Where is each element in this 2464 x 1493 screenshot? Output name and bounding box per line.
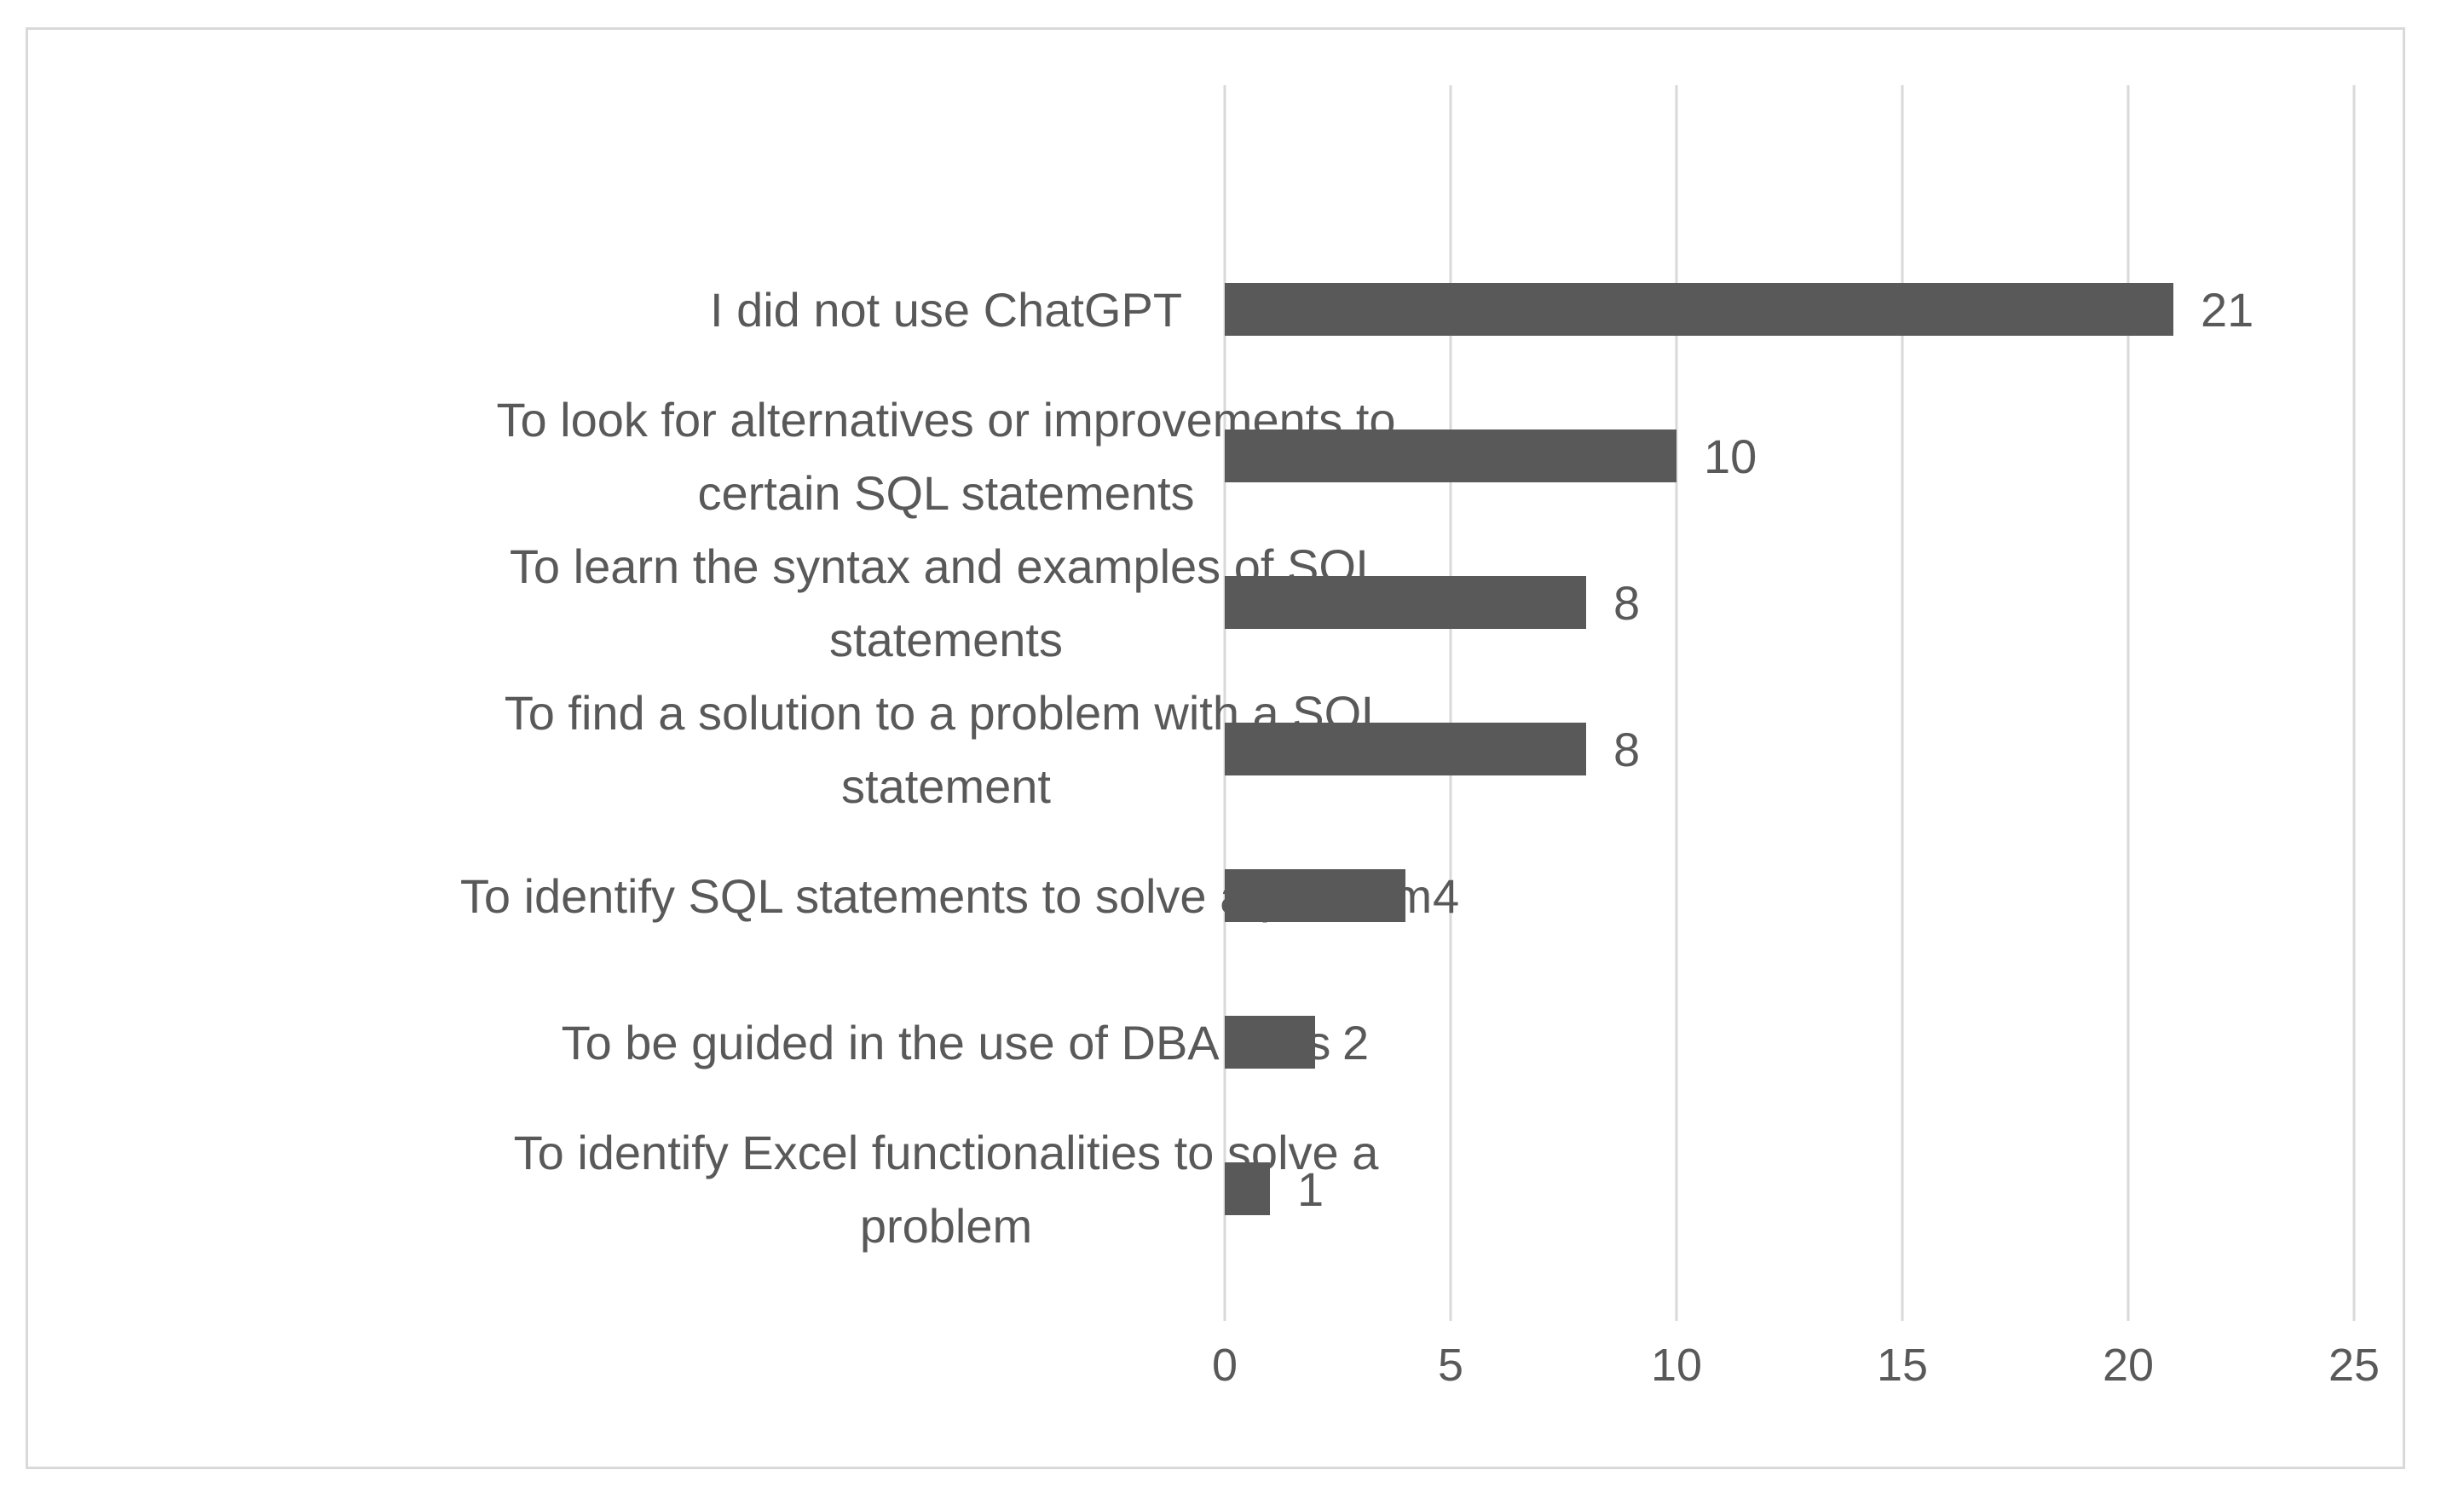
x-tick-label-15: 15 xyxy=(1877,1340,1928,1391)
bar-2 xyxy=(1225,429,1676,482)
bar-7 xyxy=(1225,1162,1270,1215)
bar-4 xyxy=(1225,723,1586,775)
x-tick-label-5: 5 xyxy=(1438,1340,1463,1391)
data-label-3: 8 xyxy=(1613,576,1640,630)
bar-1 xyxy=(1225,283,2173,336)
category-label-4: To find a solution to a problem with a S… xyxy=(505,686,1388,813)
data-label-2: 10 xyxy=(1704,429,1757,483)
data-label-5: 4 xyxy=(1433,869,1459,923)
chart-frame xyxy=(26,27,2405,1469)
bars xyxy=(1225,283,2173,1215)
x-tick-label-25: 25 xyxy=(2328,1340,2380,1391)
bar-6 xyxy=(1225,1016,1315,1069)
x-tick-label-10: 10 xyxy=(1651,1340,1702,1391)
data-label-6: 2 xyxy=(1342,1016,1369,1069)
bar-5 xyxy=(1225,869,1405,922)
category-label-7: To identify Excel functionalities to sol… xyxy=(514,1126,1380,1253)
x-tick-label-20: 20 xyxy=(2103,1340,2154,1391)
bar-3 xyxy=(1225,576,1586,629)
data-label-1: 21 xyxy=(2201,283,2253,337)
data-label-4: 8 xyxy=(1613,723,1640,776)
category-label-6: To be guided in the use of DBA tools xyxy=(562,1016,1331,1069)
gridlines xyxy=(1223,85,2356,1321)
category-label-2: To look for alternatives or improvements… xyxy=(496,393,1395,520)
data-label-7: 1 xyxy=(1297,1162,1324,1216)
x-tick-label-0: 0 xyxy=(1212,1340,1238,1391)
category-label-5: To identify SQL statements to solve a pr… xyxy=(460,869,1432,923)
category-label-1: I did not use ChatGPT xyxy=(710,283,1182,337)
category-label-3: To learn the syntax and examples of SQL s… xyxy=(510,539,1382,666)
